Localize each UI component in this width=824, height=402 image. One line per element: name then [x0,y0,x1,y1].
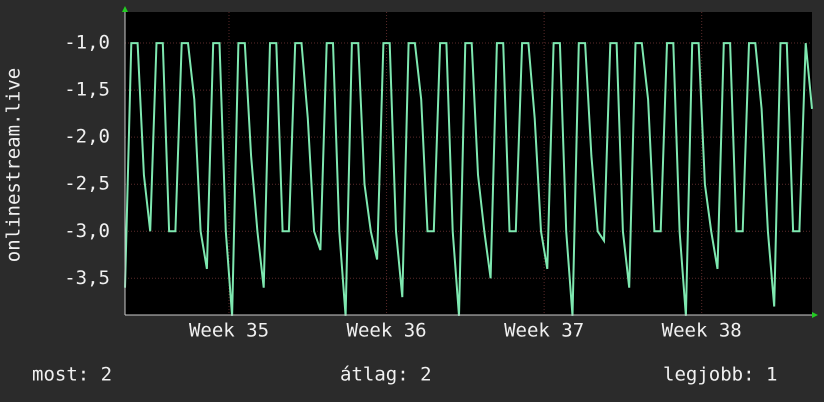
y-tick-label: -3,5 [64,267,110,289]
axis-arrow [122,6,128,12]
x-tick-label: Week 36 [347,320,427,342]
axis-arrow [812,312,818,318]
y-axis-label: onlinestream.live [3,68,25,262]
y-tick-label: -1,5 [64,79,110,101]
y-tick-label: -1,0 [64,32,110,54]
y-tick-label: -2,5 [64,173,110,195]
data-line [124,42,813,316]
x-tick-label: Week 37 [504,320,584,342]
footer-stat: átlag: 2 [340,364,432,386]
footer-stat: most: 2 [32,364,112,386]
y-tick-label: -2,0 [64,126,110,148]
footer-stat: legjobb: 1 [663,364,777,386]
plot-area [125,12,812,315]
x-tick-label: Week 38 [662,320,742,342]
y-tick-label: -3,0 [64,220,110,242]
x-tick-label: Week 35 [189,320,269,342]
